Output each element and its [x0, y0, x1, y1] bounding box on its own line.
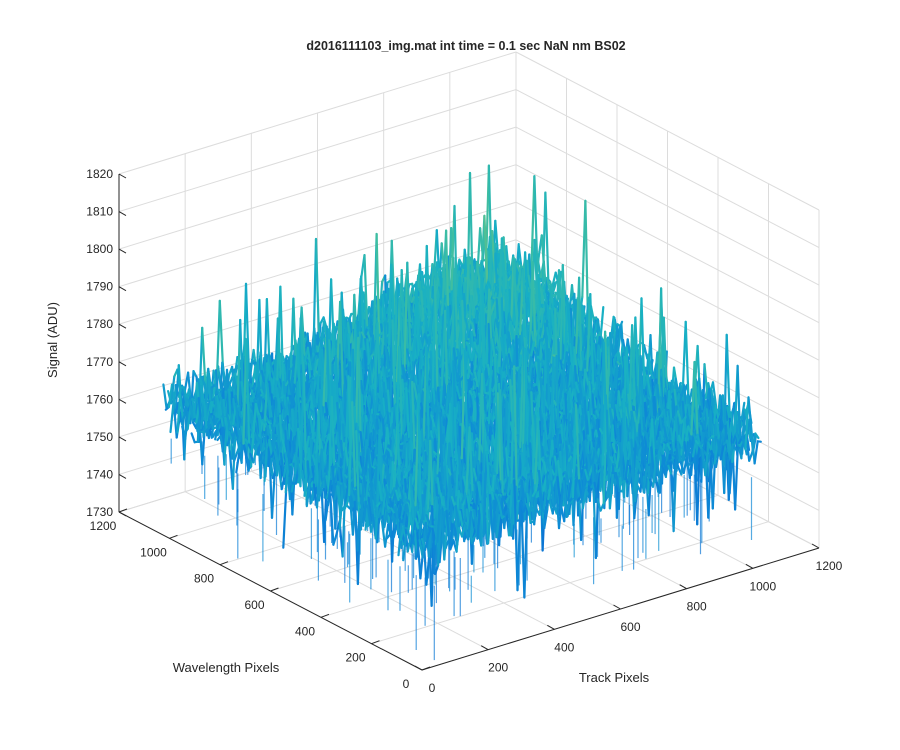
surface-segment	[178, 393, 185, 421]
surface-segment	[248, 358, 254, 380]
grid-line-z-back-9	[118, 51, 517, 175]
surface-segment	[244, 282, 251, 380]
surface-segment	[363, 254, 369, 337]
surface-segment	[171, 384, 177, 415]
surface-segment	[182, 386, 188, 399]
grid-line-z-back-8	[118, 89, 517, 213]
surface-segment	[268, 353, 274, 373]
surface-segment	[314, 237, 321, 340]
surface-segment	[192, 370, 198, 379]
grid-line-z-right-8	[515, 89, 820, 248]
surface-plot	[162, 164, 762, 661]
surface-segment	[201, 326, 207, 385]
grid-line-z-right-4	[515, 239, 820, 399]
surface-segment	[348, 317, 354, 333]
surface-segment	[170, 375, 176, 405]
grid-line-z-right-6	[515, 164, 820, 324]
grid-line-z-right-5	[515, 201, 820, 361]
grid-line-z-back-7	[118, 126, 517, 250]
grid-line-z-right-9	[515, 51, 820, 211]
surface-segment	[184, 409, 190, 440]
surface-segment	[382, 290, 389, 315]
surface-segment	[162, 383, 168, 409]
grid-line-z-back-6	[118, 164, 517, 288]
surface-segment	[218, 299, 224, 366]
grid-line-z-right-7	[515, 126, 820, 286]
